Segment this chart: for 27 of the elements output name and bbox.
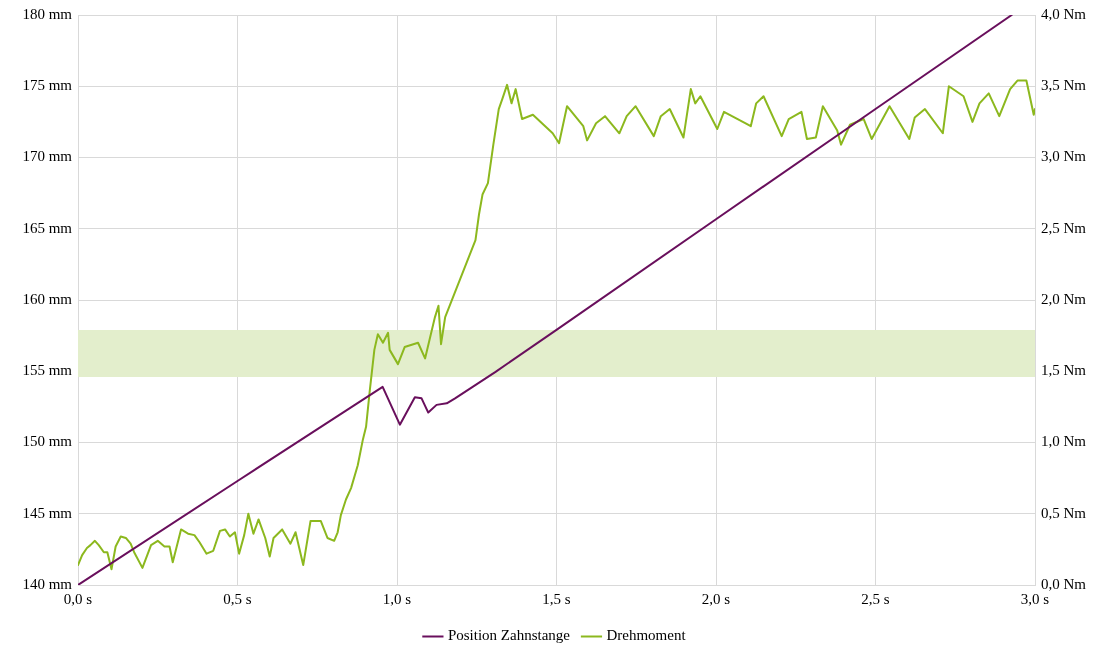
x-tick-label: 0,5 s	[223, 590, 252, 607]
y-tick-label: 140 mm	[22, 575, 73, 592]
y2-tick-label: 0,5 Nm	[1041, 504, 1087, 521]
y2-tick-label: 0,0 Nm	[1041, 575, 1087, 592]
y2-tick-label: 3,5 Nm	[1041, 77, 1087, 94]
y2-tick-label: 1,5 Nm	[1041, 362, 1087, 379]
y-tick-label: 160 mm	[22, 290, 73, 307]
y2-tick-label: 4,0 Nm	[1041, 5, 1087, 22]
x-tick-label: 1,5 s	[542, 590, 571, 607]
y2-tick-label: 2,5 Nm	[1041, 219, 1087, 236]
x-tick-label: 2,5 s	[861, 590, 890, 607]
y-tick-label: 150 mm	[22, 433, 73, 450]
y2-tick-label: 3,0 Nm	[1041, 148, 1087, 165]
legend-label: Position Zahnstange	[447, 627, 571, 644]
y-tick-label: 180 mm	[22, 5, 73, 22]
y-tick-label: 155 mm	[22, 362, 73, 379]
x-tick-label: 0,0 s	[63, 590, 93, 607]
y2-tick-label: 2,0 Nm	[1041, 290, 1087, 307]
y-tick-label: 165 mm	[22, 219, 73, 236]
y-tick-label: 145 mm	[22, 504, 73, 521]
y-tick-label: 170 mm	[22, 148, 73, 165]
y-tick-label: 175 mm	[22, 77, 73, 94]
y2-tick-label: 1,0 Nm	[1041, 433, 1087, 450]
legend-label: Drehmoment	[606, 627, 687, 644]
x-tick-label: 1,0 s	[382, 590, 412, 607]
x-tick-label: 3,0 s	[1020, 590, 1050, 607]
x-tick-label: 2,0 s	[701, 590, 731, 607]
